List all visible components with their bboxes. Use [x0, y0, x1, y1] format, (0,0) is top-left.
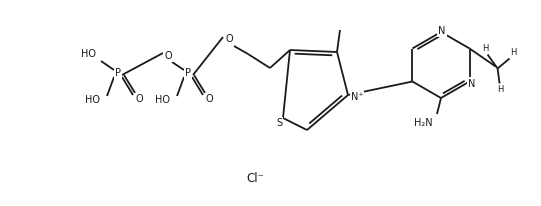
Text: HO: HO [81, 49, 96, 59]
Text: HO: HO [84, 95, 100, 105]
Text: HO: HO [155, 95, 169, 105]
Text: H: H [510, 48, 517, 57]
Text: N: N [438, 26, 446, 36]
Text: Cl⁻: Cl⁻ [246, 172, 264, 185]
Text: O: O [135, 94, 143, 104]
Text: O: O [225, 34, 233, 44]
Text: H: H [483, 44, 489, 53]
Text: O: O [205, 94, 213, 104]
Text: P: P [115, 68, 121, 78]
Text: H: H [497, 85, 504, 94]
Text: N⁺: N⁺ [351, 92, 364, 102]
Text: N: N [468, 78, 475, 89]
Text: O: O [164, 51, 172, 61]
Text: H₂N: H₂N [414, 118, 432, 128]
Text: P: P [185, 68, 191, 78]
Text: S: S [276, 118, 282, 128]
